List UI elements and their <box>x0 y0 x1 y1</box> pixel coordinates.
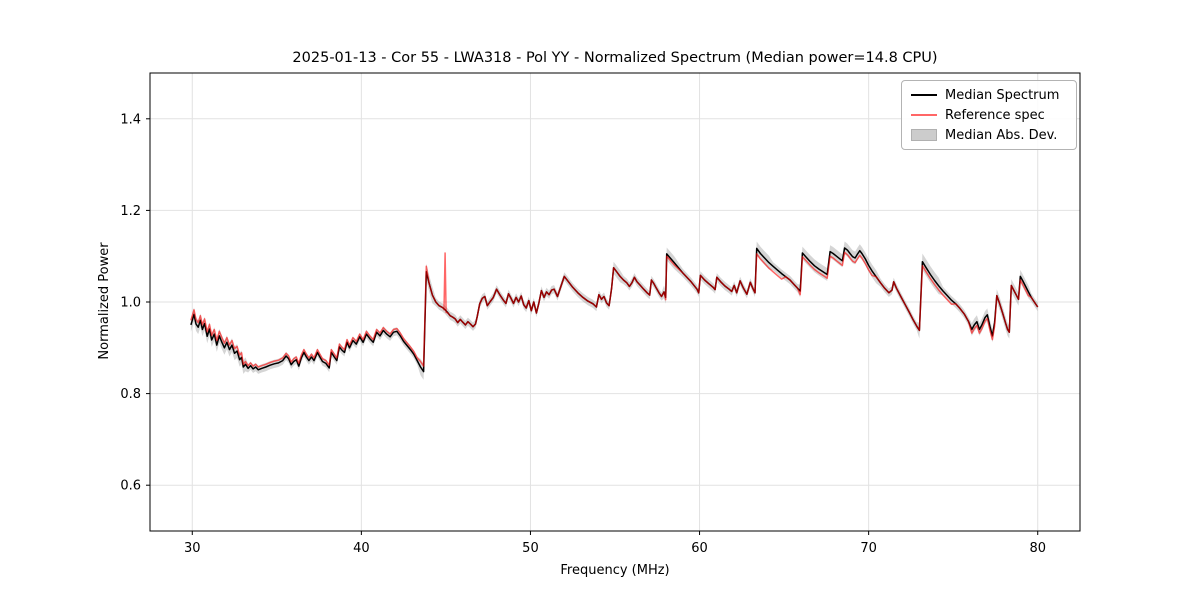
plot-title: 2025-01-13 - Cor 55 - LWA318 - Pol YY - … <box>292 50 938 66</box>
y-axis-label: Normalized Power <box>97 242 112 360</box>
reference-line-swatch <box>911 113 937 117</box>
y-tick-label: 0.8 <box>120 387 141 402</box>
x-tick-label: 70 <box>860 541 877 556</box>
legend-item-mad: Median Abs. Dev. <box>911 125 1067 145</box>
mad-patch-swatch <box>911 129 937 141</box>
x-tick-label: 50 <box>522 541 539 556</box>
legend-label-reference: Reference spec <box>945 107 1045 123</box>
legend-label-mad: Median Abs. Dev. <box>945 127 1058 143</box>
median-line-swatch <box>911 93 937 97</box>
legend-label-median: Median Spectrum <box>945 87 1060 103</box>
legend-item-median: Median Spectrum <box>911 85 1067 105</box>
x-tick-label: 60 <box>691 541 708 556</box>
y-tick-label: 1.2 <box>120 204 141 219</box>
x-tick-label: 80 <box>1029 541 1046 556</box>
y-tick-label: 1.4 <box>120 112 141 127</box>
y-tick-label: 1.0 <box>120 296 141 311</box>
mad-band <box>190 241 1038 380</box>
legend-item-reference: Reference spec <box>911 105 1067 125</box>
x-tick-label: 40 <box>353 541 370 556</box>
x-tick-label: 30 <box>184 541 201 556</box>
y-tick-label: 0.6 <box>120 479 141 494</box>
reference-spec-line <box>190 251 1039 368</box>
x-axis-label: Frequency (MHz) <box>560 563 670 578</box>
legend: Median Spectrum Reference spec Median Ab… <box>901 80 1077 150</box>
